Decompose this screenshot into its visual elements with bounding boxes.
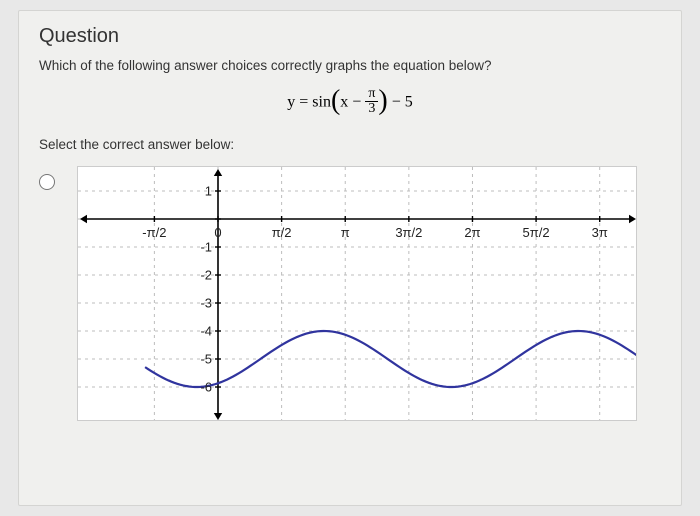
eq-var: x xyxy=(340,94,348,111)
y-tick-label: -4 xyxy=(192,324,212,339)
y-tick-label: -2 xyxy=(192,268,212,283)
x-tick-label: π/2 xyxy=(272,225,292,240)
x-tick-label: π xyxy=(341,225,350,240)
y-tick-label: -5 xyxy=(192,352,212,367)
x-tick-label: 3π/2 xyxy=(395,225,422,240)
equation-display: y = sin(x − π3) − 5 xyxy=(39,87,661,119)
eq-lhs: y xyxy=(287,94,295,111)
x-tick-label: 2π xyxy=(464,225,480,240)
x-tick-label: 0 xyxy=(214,225,221,240)
eq-func: sin xyxy=(312,94,331,111)
chart-container: -π/20π/2π3π/22π5π/23π7π/21-1-2-3-4-5-6 xyxy=(77,166,637,421)
chart-svg xyxy=(78,167,637,421)
y-tick-label: -1 xyxy=(192,240,212,255)
choice-radio[interactable] xyxy=(39,174,55,190)
question-heading: Question xyxy=(39,25,661,48)
y-tick-label: -6 xyxy=(192,380,212,395)
question-prompt: Which of the following answer choices co… xyxy=(39,58,661,73)
x-tick-label: 3π xyxy=(592,225,608,240)
eq-offset: 5 xyxy=(405,94,413,111)
question-card: Question Which of the following answer c… xyxy=(18,10,682,506)
y-tick-label: -3 xyxy=(192,296,212,311)
x-tick-label: 5π/2 xyxy=(523,225,550,240)
answer-choice: -π/20π/2π3π/22π5π/23π7π/21-1-2-3-4-5-6 xyxy=(39,166,661,421)
x-tick-label: -π/2 xyxy=(142,225,166,240)
y-tick-label: 1 xyxy=(192,184,212,199)
eq-fraction: π3 xyxy=(365,87,378,116)
select-instruction: Select the correct answer below: xyxy=(39,137,661,152)
